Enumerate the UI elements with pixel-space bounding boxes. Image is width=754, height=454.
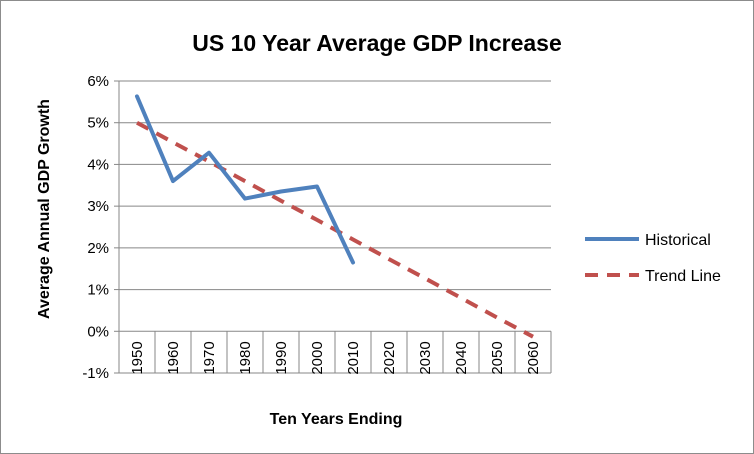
y-tick-label: 5% (87, 115, 109, 132)
y-tick-label: 1% (87, 282, 109, 299)
y-tick-label: 0% (87, 323, 109, 340)
x-tick-label: 2030 (417, 341, 434, 374)
y-tick-label: 2% (87, 240, 109, 257)
x-tick-label: 1950 (129, 341, 146, 374)
y-axis-title: Average Annual GDP Growth (36, 99, 53, 319)
x-tick-label: 1970 (201, 341, 218, 374)
x-tick-label: 2060 (525, 341, 542, 374)
x-tick-label: 2050 (489, 341, 506, 374)
x-tick-label: 2010 (345, 341, 362, 374)
series-line-trend-line (136, 120, 534, 339)
x-tick-label: 1980 (237, 341, 254, 374)
series-line-historical (135, 94, 355, 265)
x-tick-label: 1990 (273, 341, 290, 374)
axes (114, 80, 552, 374)
x-tick-label: 2020 (381, 341, 398, 374)
y-tick-labels: -1% 0% 1% 2% 3% 4% 5% 6% (82, 73, 109, 382)
x-axis-title: Ten Years Ending (270, 411, 403, 428)
legend-label: Trend Line (645, 268, 721, 285)
series-layer (135, 94, 534, 339)
x-tick-labels: 1950 1960 1970 1980 1990 2000 2010 2020 2030 2040… (129, 341, 542, 374)
y-tick-label: 4% (87, 156, 109, 173)
legend-label: Historical (645, 232, 711, 249)
x-tick-label: 2000 (309, 341, 326, 374)
legend: Historical Trend Line (585, 232, 721, 285)
x-tick-label: 2040 (453, 341, 470, 374)
x-tick-label: 1960 (165, 341, 182, 374)
y-tick-label: 6% (87, 73, 109, 90)
chart-title: US 10 Year Average GDP Increase (192, 30, 562, 56)
y-tick-label: -1% (82, 365, 109, 382)
y-tick-label: 3% (87, 198, 109, 215)
